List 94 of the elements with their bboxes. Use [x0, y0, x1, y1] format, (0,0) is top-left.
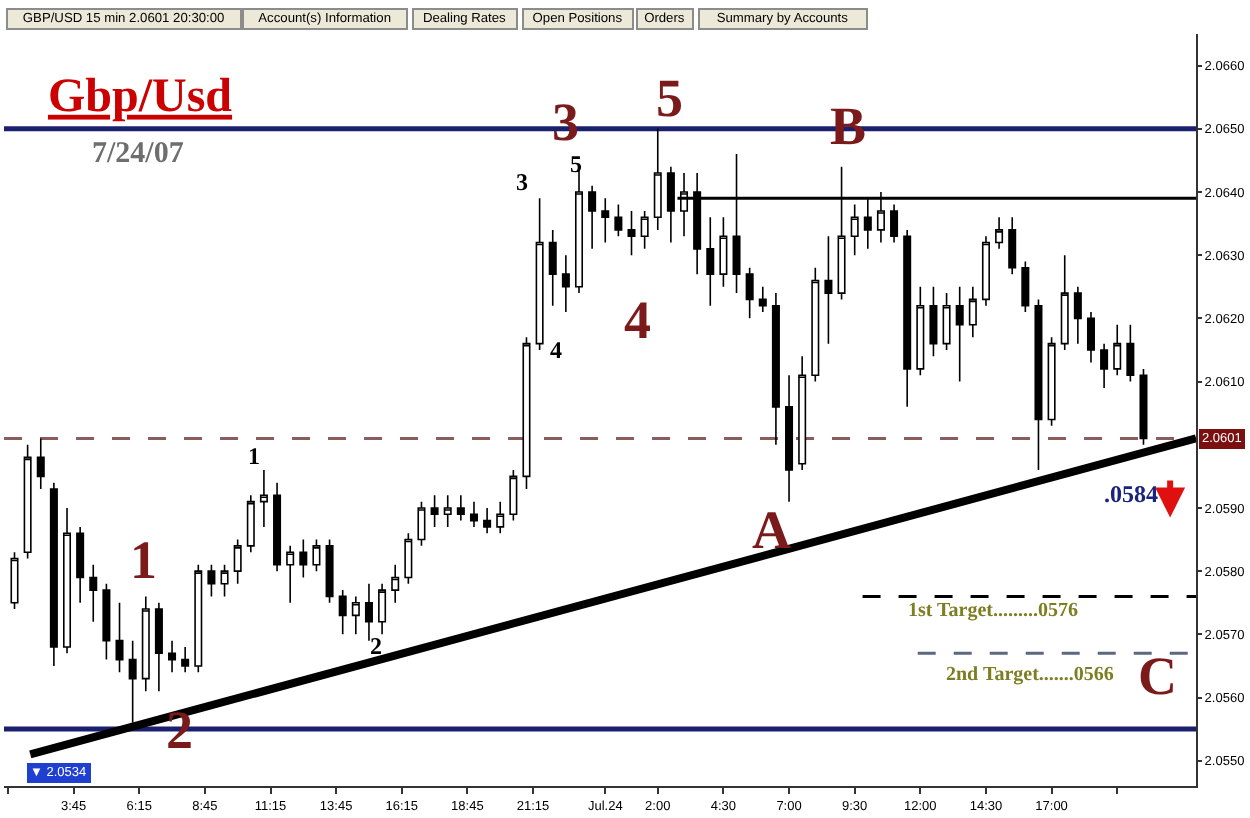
candlestick — [63, 507, 72, 655]
candlestick — [1021, 260, 1030, 313]
candlestick — [890, 203, 899, 244]
candlestick — [351, 595, 360, 636]
candlestick — [469, 500, 478, 528]
annotation: 4 — [624, 290, 651, 350]
candlestick — [640, 210, 649, 250]
candlestick — [115, 601, 124, 674]
candlestick — [312, 538, 321, 572]
candlestick — [942, 292, 951, 351]
candlestick — [929, 285, 938, 358]
candlestick — [443, 494, 452, 528]
annotation: 3 — [516, 168, 528, 196]
candlestick — [102, 582, 111, 661]
candlestick — [246, 494, 255, 553]
candlestick — [378, 582, 387, 636]
candlestick — [49, 481, 58, 667]
candlestick — [456, 494, 465, 522]
candlestick — [233, 538, 242, 585]
candlestick — [496, 500, 505, 535]
candlestick — [338, 589, 347, 636]
annotation: 1 — [130, 530, 157, 590]
candlestick — [483, 507, 492, 535]
candlestick — [653, 127, 662, 231]
candlestick — [23, 443, 32, 560]
annotation: .0584 — [1104, 480, 1158, 508]
candlestick — [535, 197, 544, 351]
text: 7/24/07 — [92, 138, 185, 170]
candlestick — [785, 374, 794, 503]
candlestick — [522, 336, 531, 490]
candlestick — [850, 203, 859, 256]
candlestick — [1034, 298, 1043, 471]
candlestick — [916, 285, 925, 377]
candlestick — [364, 582, 373, 642]
candlestick — [404, 532, 413, 585]
annotation: 1st Target.........0576 — [908, 600, 1078, 622]
candlestick — [220, 564, 229, 598]
candlestick — [995, 216, 1004, 250]
candlestick — [601, 197, 610, 244]
candlestick — [745, 267, 754, 320]
candlestick — [273, 481, 282, 572]
candlestick — [719, 216, 728, 288]
candlestick — [391, 564, 400, 604]
candlestick — [1047, 336, 1056, 427]
candlestick — [181, 646, 190, 674]
candlestick — [259, 469, 268, 528]
candlestick — [811, 267, 820, 383]
candlestick — [968, 285, 977, 339]
candlestick — [627, 210, 636, 256]
candlestick — [10, 551, 19, 610]
candlestick — [128, 639, 137, 724]
annotation: A — [752, 500, 792, 560]
candlestick — [561, 254, 570, 313]
annotation: 5 — [656, 68, 683, 128]
candlestick — [758, 285, 767, 313]
candlestick — [981, 235, 990, 307]
candlestick — [1139, 368, 1148, 446]
candlestick — [1126, 323, 1135, 383]
candlestick — [154, 601, 163, 693]
candlestick — [548, 229, 557, 307]
candlestick — [1100, 342, 1109, 389]
candlestick — [706, 216, 715, 307]
annotation: 5 — [570, 150, 582, 178]
candlestick — [955, 285, 964, 383]
candlestick — [771, 292, 780, 446]
candlestick — [1060, 254, 1069, 351]
candlestick — [168, 639, 177, 674]
annotation: C — [1138, 646, 1177, 706]
candlestick — [509, 469, 518, 522]
candlestick — [430, 494, 439, 528]
candlestick — [588, 184, 597, 250]
candlestick — [207, 564, 216, 598]
candlestick — [141, 595, 150, 693]
candlestick — [614, 203, 623, 238]
candlestick — [1113, 323, 1122, 377]
candlestick — [286, 545, 295, 604]
candlestick — [36, 437, 45, 490]
candlestick — [903, 229, 912, 408]
candlestick — [1008, 216, 1017, 275]
candlestick — [325, 538, 334, 604]
candlestick — [1086, 311, 1095, 364]
candlestick — [89, 564, 98, 623]
annotation: 2 — [370, 632, 382, 660]
candlestick — [194, 564, 203, 674]
candlestick — [824, 235, 833, 345]
candlestick — [798, 355, 807, 471]
candlestick — [1073, 285, 1082, 345]
candlestick — [76, 526, 85, 604]
candlestick — [299, 538, 308, 579]
text: Gbp/Usd — [47, 70, 234, 123]
candlestick — [417, 500, 426, 547]
annotation: 2nd Target.......0566 — [946, 664, 1114, 686]
annotation: 4 — [550, 336, 562, 364]
annotation: 1 — [248, 442, 260, 470]
